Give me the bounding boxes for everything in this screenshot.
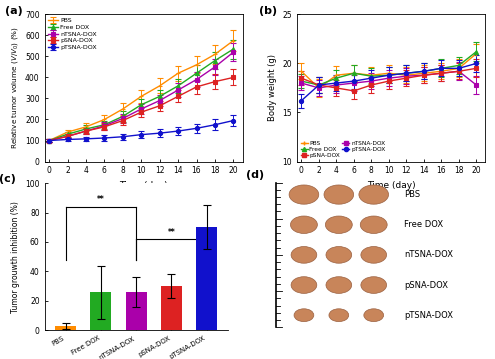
Circle shape xyxy=(361,247,387,263)
Circle shape xyxy=(324,185,353,204)
Bar xyxy=(196,227,217,330)
Text: (c): (c) xyxy=(0,174,16,184)
Circle shape xyxy=(359,185,389,204)
Legend: PBS, Free DOX, nTSNA-DOX, pSNA-DOX, pTSNA-DOX: PBS, Free DOX, nTSNA-DOX, pSNA-DOX, pTSN… xyxy=(48,18,98,51)
X-axis label: Time (day): Time (day) xyxy=(367,181,415,190)
Circle shape xyxy=(326,247,351,263)
Circle shape xyxy=(326,277,351,293)
Text: pSNA-DOX: pSNA-DOX xyxy=(404,280,448,290)
Bar xyxy=(161,286,182,330)
Text: pTSNA-DOX: pTSNA-DOX xyxy=(404,311,453,320)
X-axis label: Time (day): Time (day) xyxy=(119,181,168,190)
Text: nTSNA-DOX: nTSNA-DOX xyxy=(404,250,453,260)
Circle shape xyxy=(291,216,317,233)
Text: (b): (b) xyxy=(259,5,278,15)
Y-axis label: Body weight (g): Body weight (g) xyxy=(268,55,277,121)
Circle shape xyxy=(360,216,387,233)
Bar xyxy=(55,326,76,330)
Bar xyxy=(126,292,147,330)
Circle shape xyxy=(361,277,387,293)
Y-axis label: Relative tumor volume ($V/V_0$) (%): Relative tumor volume ($V/V_0$) (%) xyxy=(9,27,19,149)
Text: **: ** xyxy=(167,228,175,237)
Legend: PBS, Free DOX, pSNA-DOX, nTSNA-DOX, pTSNA-DOX: PBS, Free DOX, pSNA-DOX, nTSNA-DOX, pTSN… xyxy=(300,140,386,159)
Text: (a): (a) xyxy=(5,5,23,15)
Circle shape xyxy=(294,309,314,322)
Bar xyxy=(91,292,111,330)
Circle shape xyxy=(329,309,348,322)
Circle shape xyxy=(325,216,352,233)
Text: Free DOX: Free DOX xyxy=(404,220,443,229)
Y-axis label: Tumor grouwth inhibition (%): Tumor grouwth inhibition (%) xyxy=(10,201,20,313)
Circle shape xyxy=(289,185,319,204)
Circle shape xyxy=(291,277,317,293)
Text: **: ** xyxy=(97,195,105,204)
Circle shape xyxy=(291,247,317,263)
Text: PBS: PBS xyxy=(404,190,420,199)
Text: (d): (d) xyxy=(246,171,264,181)
Circle shape xyxy=(364,309,384,322)
